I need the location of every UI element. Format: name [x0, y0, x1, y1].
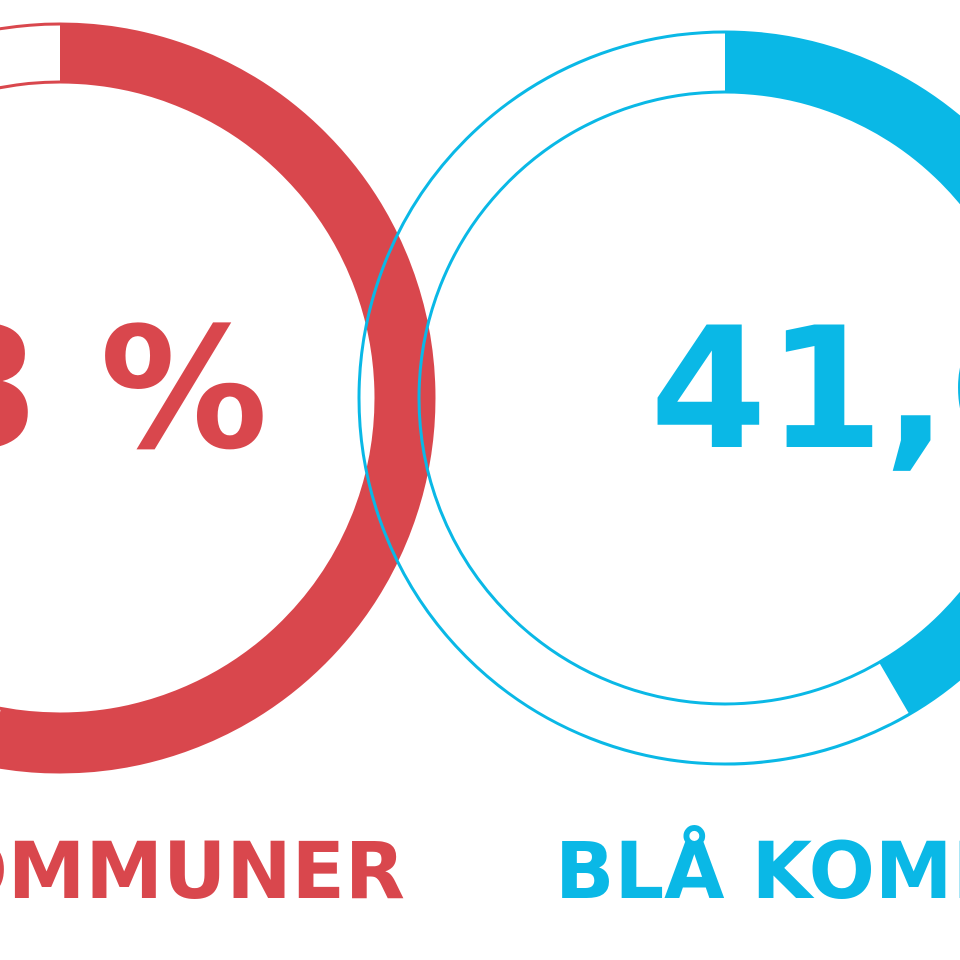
red-value-label: 53 %	[0, 291, 268, 487]
blue-arc-fill	[725, 32, 960, 715]
blue-category-label: BLÅ KOMM	[555, 825, 960, 917]
blue-value-label: 41,6	[650, 291, 960, 487]
red-arc-fill	[0, 24, 434, 772]
red-category-label: KOMMUNER	[0, 827, 405, 917]
donut-group-blue: 41,6 BLÅ KOMM	[357, 30, 960, 917]
donut-group-red: 53 % KOMMUNER	[0, 22, 436, 917]
